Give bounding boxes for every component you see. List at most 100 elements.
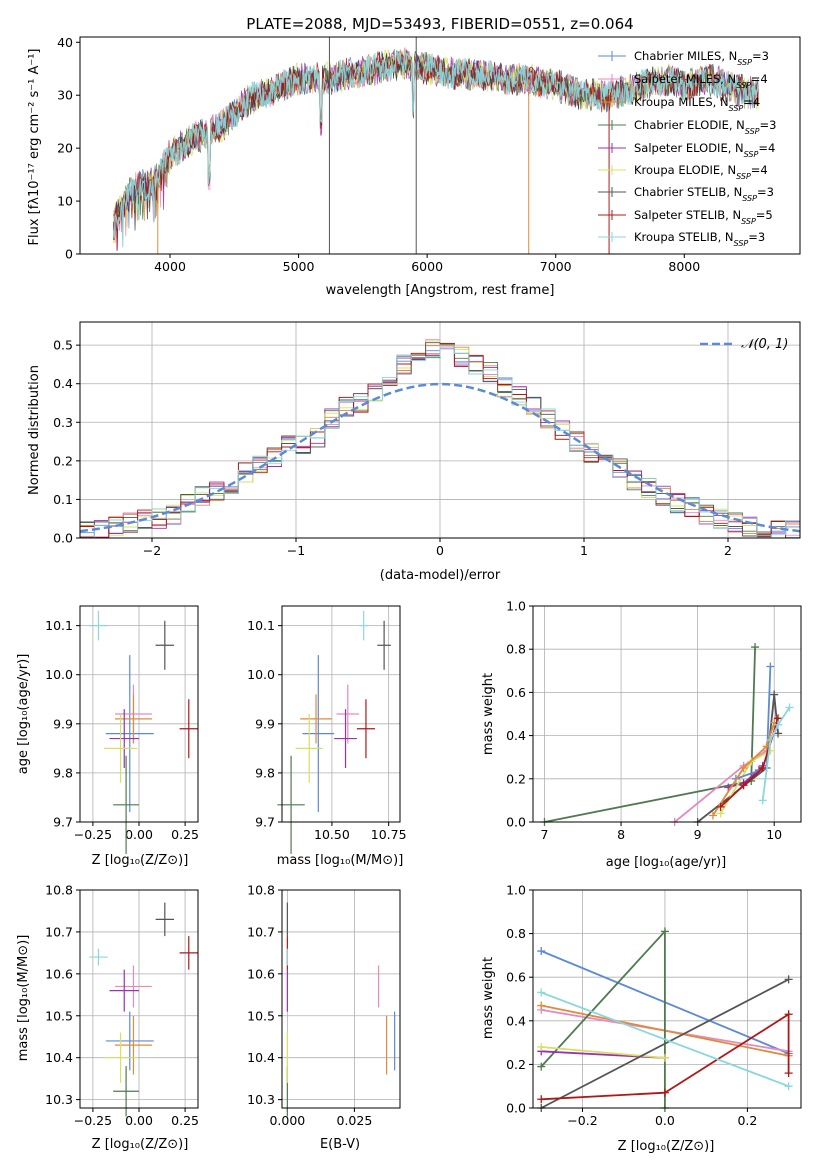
legend-label: Kroupa ELODIE, N [634, 163, 736, 177]
y-tick-label: 10.3 [45, 1092, 73, 1107]
weight-marker [784, 975, 793, 984]
legend-label-suffix: =3 [760, 118, 777, 132]
y-tick-label: 10.3 [247, 1092, 275, 1107]
y-tick-label: 9.7 [255, 815, 275, 830]
y-tick-label: 1.0 [506, 599, 526, 614]
x-tick-label: 8 [617, 827, 625, 842]
weight-marker [774, 720, 783, 729]
z-weight-panel: Z [log₁₀(Z/Z⊙)] mass weight −0.2 0.0 0.2 0.… [481, 883, 802, 1154]
y-tick-label: 10.7 [247, 924, 275, 939]
svg-text:Chabrier MILES, NSSP=3: Chabrier MILES, NSSP=3 [634, 49, 769, 67]
legend-label: Salpeter ELODIE, N [634, 141, 744, 155]
x-tick-label: 10.50 [314, 827, 350, 842]
z-age-plot: −0.25 0.00 0.25 9.7 9.8 9.9 10.0 10.1 [45, 606, 199, 854]
z-weight-axes-frame [532, 889, 802, 1109]
z-weight-xlabel: Z [log₁₀(Z/Z⊙)] [618, 1139, 715, 1154]
y-tick-label: 20 [57, 141, 73, 156]
y-tick-label: 0.4 [53, 376, 73, 391]
spectrum-axes-frame [79, 36, 801, 255]
legend-entry: Salpeter STELIB, NSSP=5 [598, 208, 773, 226]
age-weight-axes-frame [532, 605, 802, 823]
svg-text:Salpeter MILES, NSSP=4: Salpeter MILES, NSSP=4 [634, 72, 768, 90]
legend-label-sub: SSP [736, 81, 751, 90]
weight-marker [739, 764, 748, 772]
residual-plot: −2 −1 0 1 2 0.0 0.1 0.2 0.3 0.4 0.5 [53, 322, 801, 558]
weight-marker [537, 988, 546, 997]
ebv-mass-xlabel: E(B-V) [320, 1137, 360, 1152]
x-tick-label: 10 [766, 827, 782, 842]
y-tick-label: 1.0 [506, 883, 526, 898]
weight-marker [660, 1088, 669, 1097]
y-tick-label: 0.6 [506, 685, 526, 700]
svg-text:Chabrier ELODIE, NSSP=3: Chabrier ELODIE, NSSP=3 [634, 118, 776, 136]
weight-marker [537, 1042, 546, 1051]
ebv-mass-panel: E(B-V) 0.000 0.025 10.3 10.4 10.5 10.6 10.7 10.… [247, 883, 401, 1152]
y-tick-label: 10.1 [247, 618, 275, 633]
y-tick-label: 9.9 [53, 716, 73, 731]
y-tick-label: 0.0 [506, 815, 526, 830]
spectrum-panel: PLATE=2088, MJD=53493, FIBERID=0551, z=0… [27, 15, 801, 298]
mass-age-xlabel: mass [log₁₀(M/M⊙)] [277, 853, 404, 868]
weight-marker [784, 1082, 793, 1091]
x-tick-label: 0.025 [337, 1113, 373, 1128]
x-tick-label: 0.0 [655, 1113, 675, 1128]
spectrum-xlabel: wavelength [Angstrom, rest frame] [326, 283, 555, 298]
x-tick-label: 0 [436, 543, 444, 558]
x-tick-label: 6000 [411, 259, 443, 274]
x-tick-label: 8000 [668, 259, 700, 274]
normal-curve [79, 382, 801, 533]
svg-text:Kroupa ELODIE, NSSP=4: Kroupa ELODIE, NSSP=4 [634, 163, 768, 181]
x-tick-label: 0.000 [269, 1113, 305, 1128]
y-tick-label: 0.2 [506, 1057, 526, 1072]
legend-label-sub: SSP [734, 239, 749, 248]
legend-label: Chabrier STELIB, N [634, 185, 742, 199]
legend-label-suffix: =4 [743, 95, 760, 109]
z-mass-plot: −0.25 0.00 0.25 10.3 10.4 10.5 10.6 10.7 10.8 [45, 883, 199, 1129]
weight-marker [537, 1062, 546, 1071]
weight-marker [716, 802, 725, 811]
residual-xlabel: (data-model)/error [380, 568, 501, 583]
weight-line [712, 722, 776, 816]
x-tick-label: −0.25 [74, 827, 112, 842]
y-tick-label: 10.4 [45, 1050, 73, 1065]
x-tick-label: −1 [287, 543, 305, 558]
legend-label: Chabrier MILES, N [634, 49, 737, 63]
spectrum-title: PLATE=2088, MJD=53493, FIBERID=0551, z=0… [246, 15, 633, 33]
y-tick-label: 0.4 [506, 728, 526, 743]
weight-marker [758, 796, 767, 805]
legend-label: Kroupa STELIB, N [634, 230, 734, 244]
weight-marker [774, 729, 783, 738]
weight-line [761, 707, 791, 801]
legend-label-sub: SSP [737, 58, 752, 67]
y-tick-label: 0.8 [506, 642, 526, 657]
spectrum-ticks: 4000 5000 6000 7000 8000 0 10 20 30 40 [57, 35, 700, 274]
mass-age-axes-frame [281, 605, 401, 823]
spectrum-legend: Chabrier MILES, NSSP=3 Salpeter MILES, N… [598, 49, 776, 248]
x-tick-label: 10.75 [371, 827, 407, 842]
z-age-axes-frame [79, 605, 199, 823]
weight-line [541, 1012, 790, 1101]
weight-marker [758, 764, 767, 772]
x-tick-label: 9 [694, 827, 702, 842]
spectrum-ylabel: Flux [fλ10⁻¹⁷ erg cm⁻² s⁻¹ A⁻¹] [27, 49, 42, 246]
y-tick-label: 9.7 [53, 815, 73, 830]
x-tick-label: −0.25 [74, 1113, 112, 1128]
weight-marker [751, 643, 760, 652]
weight-marker [739, 781, 748, 790]
age-weight-panel: age [log₁₀(age/yr)] mass weight 7 8 9 10 0.0… [481, 599, 802, 870]
y-tick-label: 10.1 [45, 618, 73, 633]
legend-entry: Chabrier ELODIE, NSSP=3 [598, 118, 776, 136]
y-tick-label: 10.8 [45, 883, 73, 898]
z-mass-xlabel: Z [log₁₀(Z/Z⊙)] [92, 1137, 189, 1152]
z-weight-plot: −0.2 0.0 0.2 0.0 0.2 0.4 0.6 0.8 1.0 [506, 883, 801, 1128]
legend-entry: Kroupa MILES, NSSP=4 [598, 95, 760, 113]
y-tick-label: 0.4 [506, 1013, 526, 1028]
legend-label: Salpeter MILES, N [634, 72, 736, 86]
weight-marker [537, 947, 546, 956]
y-tick-label: 9.9 [255, 716, 275, 731]
y-tick-label: 0 [65, 247, 73, 262]
y-tick-label: 10.5 [45, 1008, 73, 1023]
legend-label-suffix: =4 [751, 72, 768, 86]
svg-text:Kroupa MILES, NSSP=4: Kroupa MILES, NSSP=4 [634, 95, 760, 113]
age-weight-ylabel: mass weight [481, 673, 496, 755]
